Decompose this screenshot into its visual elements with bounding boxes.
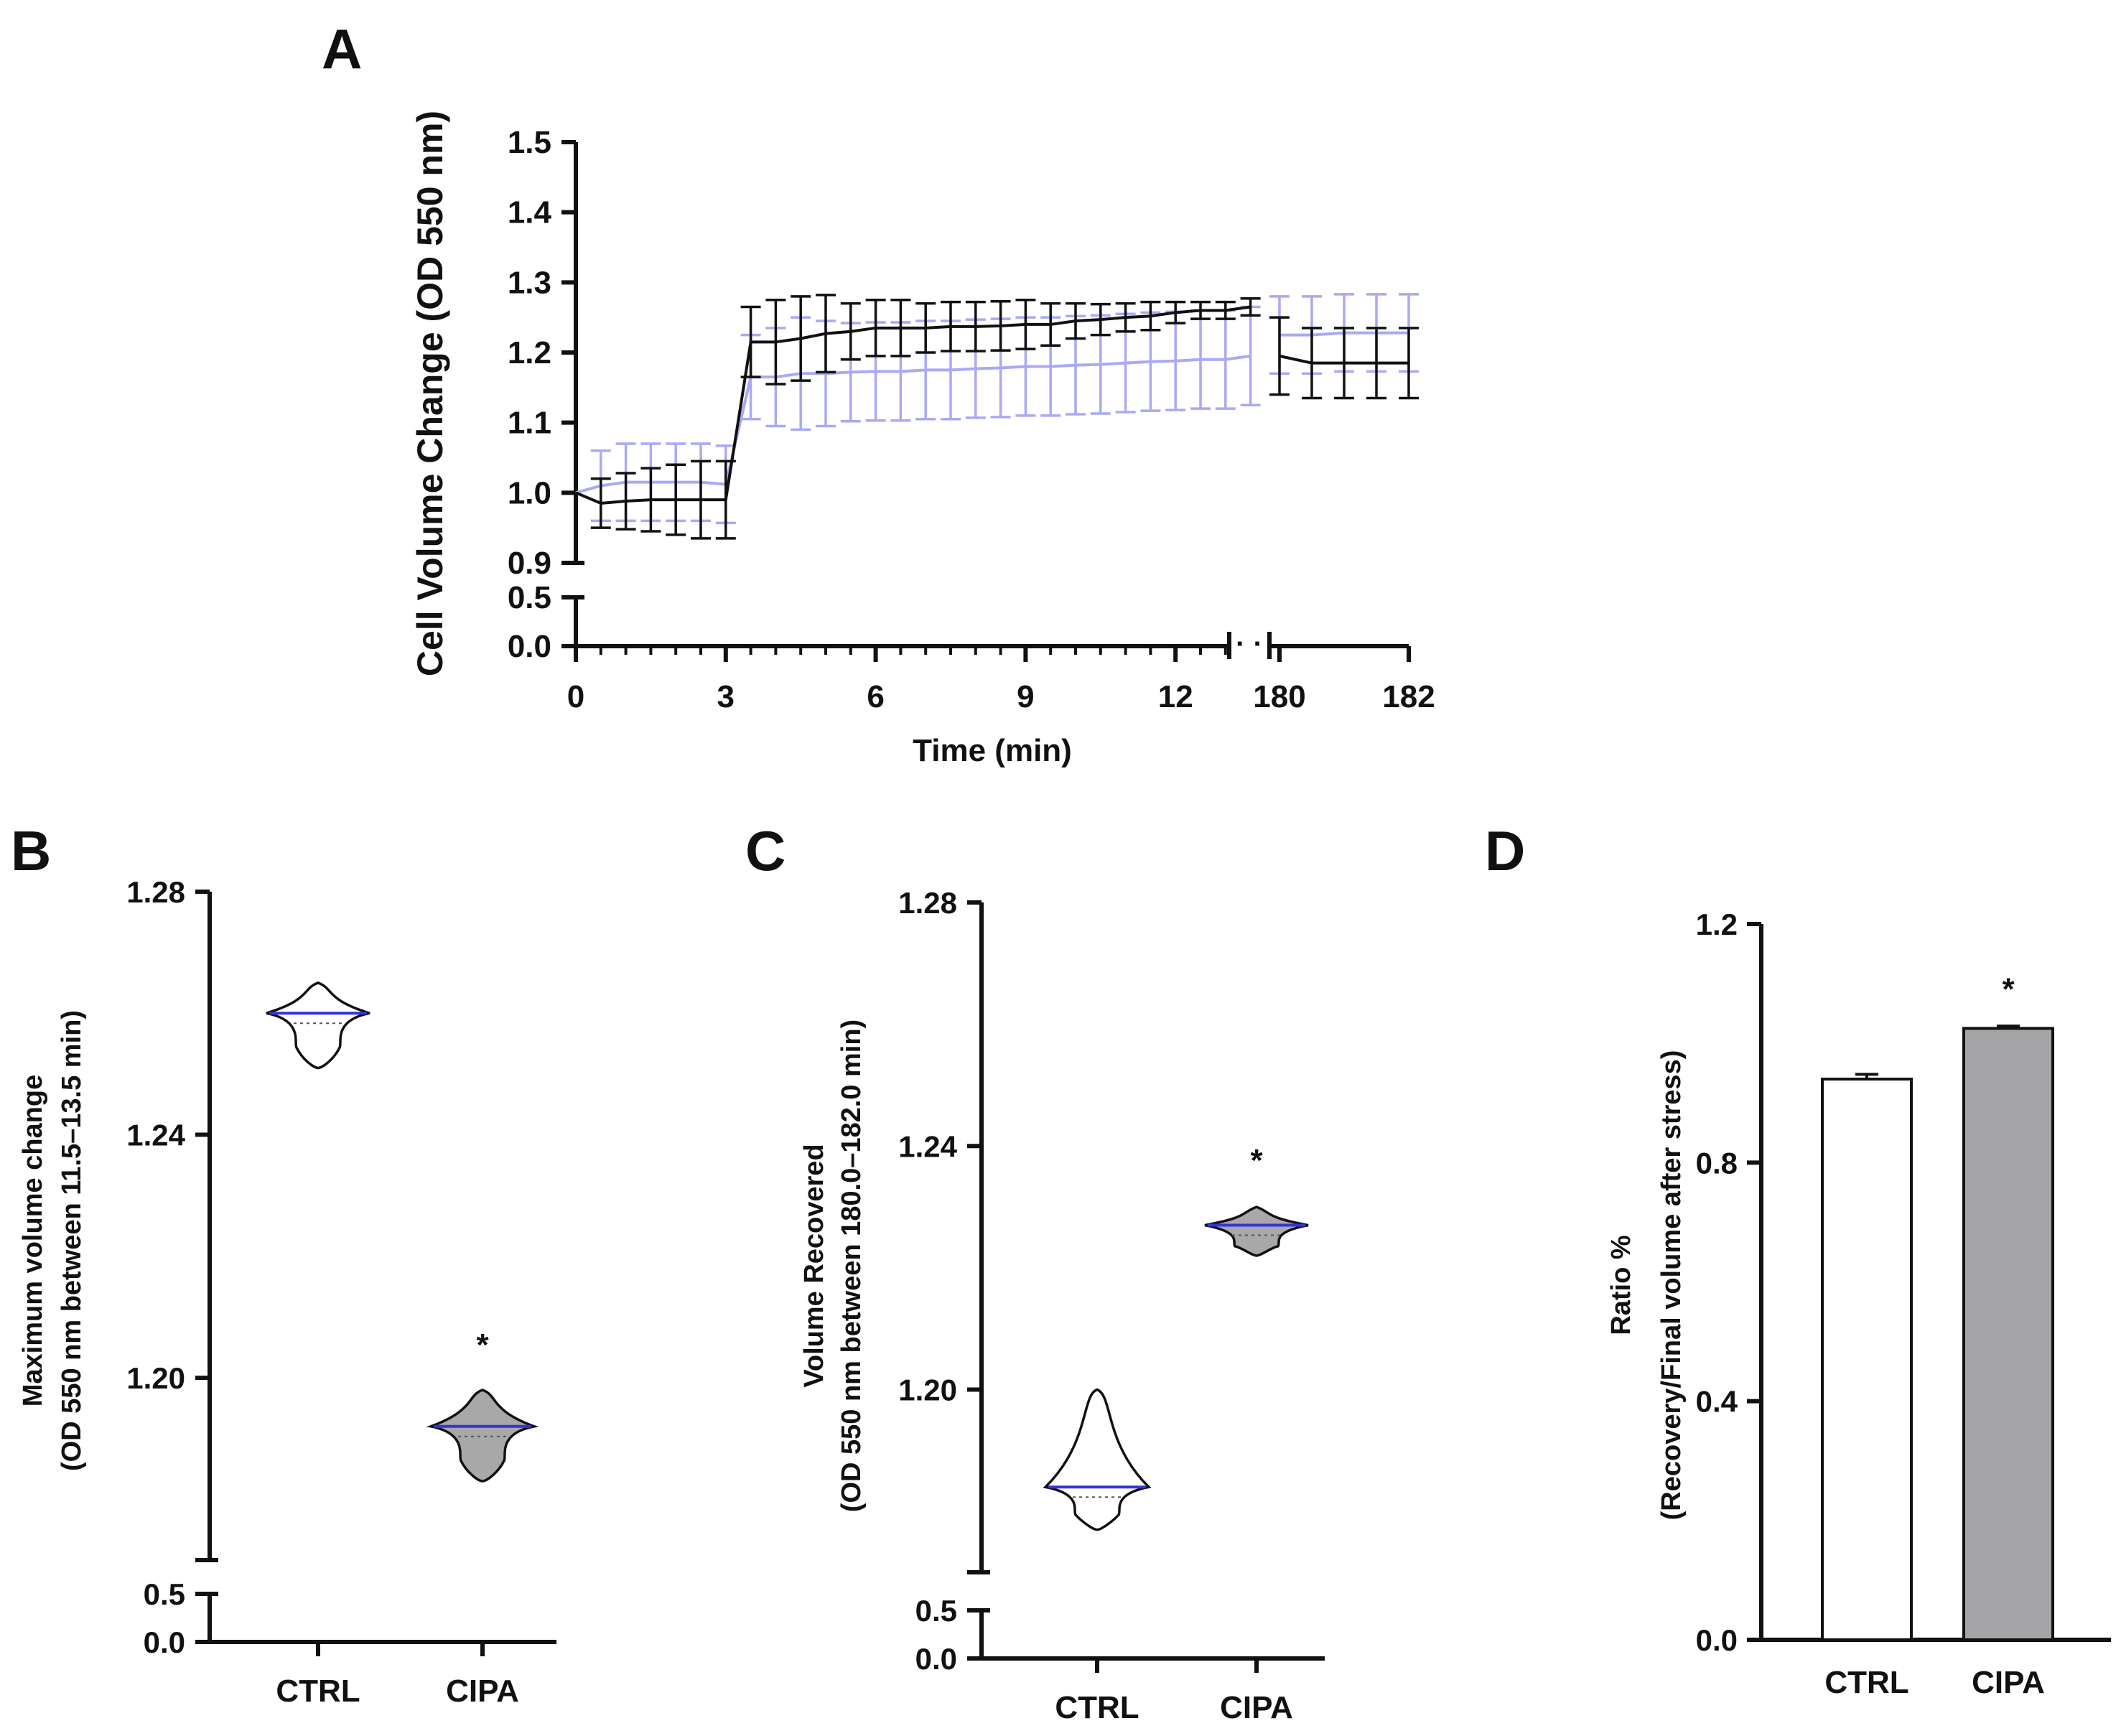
panel-c-axes xyxy=(967,902,1325,1661)
d-y-tick-label: 0.4 xyxy=(1696,1385,1738,1419)
a-x-tick-label: 3 xyxy=(717,679,735,714)
a-y-tick-label: 0.0 xyxy=(508,629,551,664)
c-xcats-label-cipa: CIPA xyxy=(1220,1690,1293,1725)
c-violins-violin-cipa xyxy=(1204,1205,1309,1257)
b-yticks-label: 0.5 xyxy=(144,1577,185,1611)
c-yticks-label: 1.28 xyxy=(898,886,957,920)
a-y-tick-label: 1.0 xyxy=(508,475,551,510)
b-y-axis-title-line1: Maximum volume change xyxy=(18,1075,48,1406)
b-xcats-label-ctrl: CTRL xyxy=(276,1674,360,1709)
c-violins: * xyxy=(1043,1143,1309,1531)
b-yticks-label: 1.28 xyxy=(126,875,185,909)
b-x-categories: CTRL CIPA xyxy=(276,1642,519,1709)
c-x-categories: CTRL CIPA xyxy=(1055,1658,1293,1725)
c-y-axis-title-line2: (OD 550 nm between 180.0–182.0 min) xyxy=(836,1019,867,1512)
panel-letter-c: C xyxy=(745,819,786,882)
a-y-tick-label: 1.4 xyxy=(508,195,552,230)
a-series-cipa xyxy=(575,293,1419,525)
c-yticks-label: 1.24 xyxy=(898,1129,957,1163)
a-y-tick-label: 1.3 xyxy=(508,265,551,300)
d-bar-cipa xyxy=(1962,1027,2054,1642)
b-violins-violin-ctrl xyxy=(266,981,370,1070)
d-y-axis-title: Ratio % (Recovery/Final volume after str… xyxy=(1606,1050,1687,1521)
c-y-axis-title: Volume Recovered (OD 550 nm between 180.… xyxy=(799,1019,867,1512)
b-y-axis-title-line2: (OD 550 nm between 11.5–13.5 min) xyxy=(57,1010,87,1471)
panel-a-axes xyxy=(561,142,1409,659)
d-bars: * xyxy=(1821,971,2054,1642)
panel-d-chart: 1.2 0.8 0.4 0.0 * CTRL CIPA Ratio % (Recover… xyxy=(1606,907,2111,1700)
d-x-category-ctrl: CTRL xyxy=(1824,1665,1908,1700)
c-y-axis-title-line1: Volume Recovered xyxy=(799,1144,829,1387)
a-x-axis-title: Time (min) xyxy=(913,733,1072,768)
b-violins-significance-cipa: * xyxy=(476,1327,489,1363)
a-y-tick-label: 1.2 xyxy=(508,335,551,370)
d-bar-ctrl xyxy=(1821,1078,1913,1642)
panel-letter-d: D xyxy=(1485,819,1525,882)
a-line-cipa xyxy=(575,354,1251,495)
b-y-ticks: 1.28 1.24 1.20 0.5 0.0 xyxy=(126,875,210,1659)
a-series-ctrl xyxy=(575,294,1419,540)
a-x-tick-label: 9 xyxy=(1017,679,1034,714)
panel-a-chart: · · 1.5 1.4 1.3 1.2 1.1 1.0 0.90.5 0.0 0 3 6 9 12 18… xyxy=(410,111,1435,768)
panel-c-chart: 1.28 1.24 1.20 0.5 0.0 CTRL CIPA * Volume Rec… xyxy=(799,886,1325,1725)
d-y-axis-title-line2: (Recovery/Final volume after stress) xyxy=(1656,1050,1687,1521)
d-significance-cipa: * xyxy=(2002,971,2015,1007)
panel-b-chart: 1.28 1.24 1.20 0.5 0.0 CTRL CIPA * Maximum vo… xyxy=(18,875,556,1709)
b-y-axis-title: Maximum volume change (OD 550 nm between… xyxy=(18,1010,87,1471)
d-y-tick-label: 1.2 xyxy=(1696,907,1738,941)
a-x-tick-label: 6 xyxy=(867,679,884,714)
a-x-ticks: 0 3 6 9 12 180 182 xyxy=(567,646,1435,714)
d-y-tick-label: 0.0 xyxy=(1696,1623,1738,1657)
c-violins-violin-ctrl xyxy=(1043,1388,1152,1531)
c-violins-significance-cipa: * xyxy=(1250,1143,1263,1178)
a-x-tick-label: 12 xyxy=(1158,679,1193,714)
b-yticks-label: 1.24 xyxy=(126,1119,185,1152)
d-y-tick-label: 0.8 xyxy=(1696,1146,1738,1180)
b-yticks-label: 1.20 xyxy=(126,1361,185,1395)
d-y-axis-title-line1: Ratio % xyxy=(1606,1235,1636,1335)
a-y-tick-label: 0.9 xyxy=(508,546,551,581)
c-yticks-label: 0.5 xyxy=(915,1594,957,1628)
panel-d-axes xyxy=(1759,924,2111,1642)
b-xcats-label-cipa: CIPA xyxy=(446,1674,519,1709)
a-y-tick-label: 1.5 xyxy=(508,125,551,160)
a-x-tick-label: 0 xyxy=(567,679,584,714)
c-yticks-label: 0.0 xyxy=(915,1642,957,1676)
d-x-categories: CTRL CIPA xyxy=(1824,1665,2045,1700)
panel-b-axes xyxy=(195,892,556,1644)
a-x-tick-label: 182 xyxy=(1382,679,1435,714)
b-yticks-label: 0.0 xyxy=(144,1625,185,1659)
a-x-tick-label: 180 xyxy=(1253,679,1305,714)
a-y-ticks: 1.5 1.4 1.3 1.2 1.1 1.0 0.90.5 0.0 xyxy=(508,125,576,664)
c-yticks-label: 1.20 xyxy=(898,1373,957,1407)
b-violins-violin-cipa xyxy=(426,1389,539,1483)
panel-letter-b: B xyxy=(11,819,51,882)
d-y-ticks: 1.2 0.8 0.4 0.0 xyxy=(1696,907,1761,1657)
a-y-axis-title: Cell Volume Change (OD 550 nm) xyxy=(410,111,450,676)
a-y-tick-label: 1.1 xyxy=(508,406,551,441)
a-series-group xyxy=(575,293,1419,540)
a-y-tick-label: 0.5 xyxy=(508,580,551,615)
c-y-ticks: 1.28 1.24 1.20 0.5 0.0 xyxy=(898,886,982,1676)
panel-letter-a: A xyxy=(322,17,362,80)
d-x-category-cipa: CIPA xyxy=(1972,1665,2045,1700)
c-xcats-label-ctrl: CTRL xyxy=(1055,1690,1139,1725)
a-axis-break-dots: · · xyxy=(1236,628,1263,660)
a-line-ctrl xyxy=(575,305,1251,505)
b-violins: * xyxy=(266,981,539,1483)
